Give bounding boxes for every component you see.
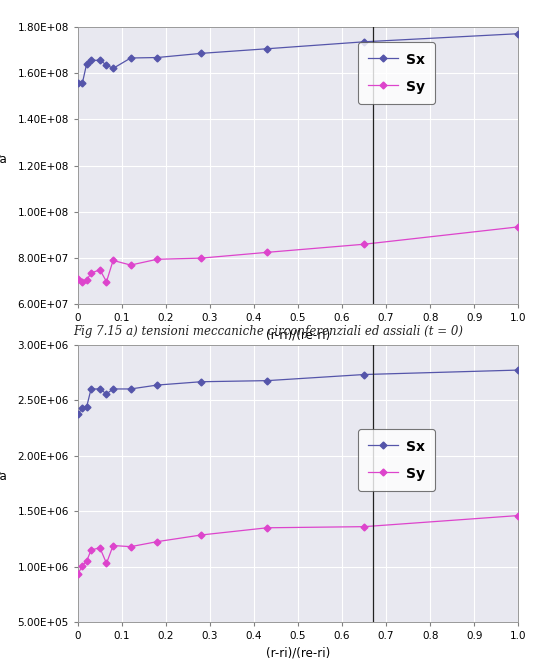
Sy: [264, 524, 271, 532]
Sy: [361, 240, 367, 248]
Sx: [79, 80, 85, 88]
Sy: [83, 557, 90, 565]
Sy: [127, 261, 134, 269]
Sx: [97, 56, 103, 64]
Line: Sy: Sy: [75, 225, 521, 285]
Sx: [83, 403, 90, 411]
Sx: [361, 37, 367, 45]
Text: Fig 7.15 a) tensioni meccaniche circonferenziali ed assiali (t = 0): Fig 7.15 a) tensioni meccaniche circonfe…: [74, 324, 463, 338]
Sx: [154, 54, 161, 62]
Sx: [198, 378, 205, 386]
Legend: Sx, Sy: Sx, Sy: [358, 42, 435, 104]
Sy: [75, 571, 81, 579]
Sx: [515, 29, 521, 37]
Sy: [154, 538, 161, 546]
Sy: [103, 559, 110, 567]
Sy: [97, 544, 103, 552]
Sy: [88, 269, 95, 277]
Sy: [110, 541, 117, 549]
Line: Sx: Sx: [75, 368, 521, 417]
Line: Sx: Sx: [75, 31, 521, 86]
Y-axis label: Pa: Pa: [0, 153, 8, 165]
Sy: [79, 278, 85, 286]
Sy: [198, 531, 205, 539]
Sy: [79, 561, 85, 569]
Sx: [79, 404, 85, 412]
Sy: [97, 266, 103, 274]
Sy: [75, 275, 81, 283]
Sx: [110, 64, 117, 72]
Sx: [83, 60, 90, 68]
Sy: [515, 223, 521, 231]
Sx: [110, 385, 117, 393]
Sx: [75, 411, 81, 419]
Sy: [264, 248, 271, 256]
X-axis label: (r-ri)/(re-ri): (r-ri)/(re-ri): [266, 647, 330, 660]
Sx: [88, 385, 95, 393]
Sy: [103, 278, 110, 286]
Sy: [515, 512, 521, 520]
Sy: [154, 256, 161, 264]
Sx: [103, 390, 110, 398]
Sy: [110, 256, 117, 264]
Sx: [361, 371, 367, 379]
Sx: [75, 80, 81, 88]
Sx: [264, 377, 271, 385]
Sy: [198, 254, 205, 262]
Sy: [83, 276, 90, 284]
X-axis label: (r-ri)/(re-ri): (r-ri)/(re-ri): [266, 329, 330, 342]
Sy: [127, 543, 134, 551]
Sx: [198, 50, 205, 58]
Sx: [127, 385, 134, 393]
Sx: [97, 385, 103, 393]
Line: Sy: Sy: [75, 513, 521, 577]
Sx: [154, 381, 161, 389]
Legend: Sx, Sy: Sx, Sy: [358, 429, 435, 491]
Sx: [264, 45, 271, 53]
Sx: [127, 54, 134, 62]
Sx: [103, 61, 110, 69]
Sx: [515, 366, 521, 374]
Y-axis label: Pa: Pa: [0, 470, 8, 483]
Sy: [361, 522, 367, 531]
Sy: [88, 546, 95, 554]
Sx: [88, 56, 95, 64]
